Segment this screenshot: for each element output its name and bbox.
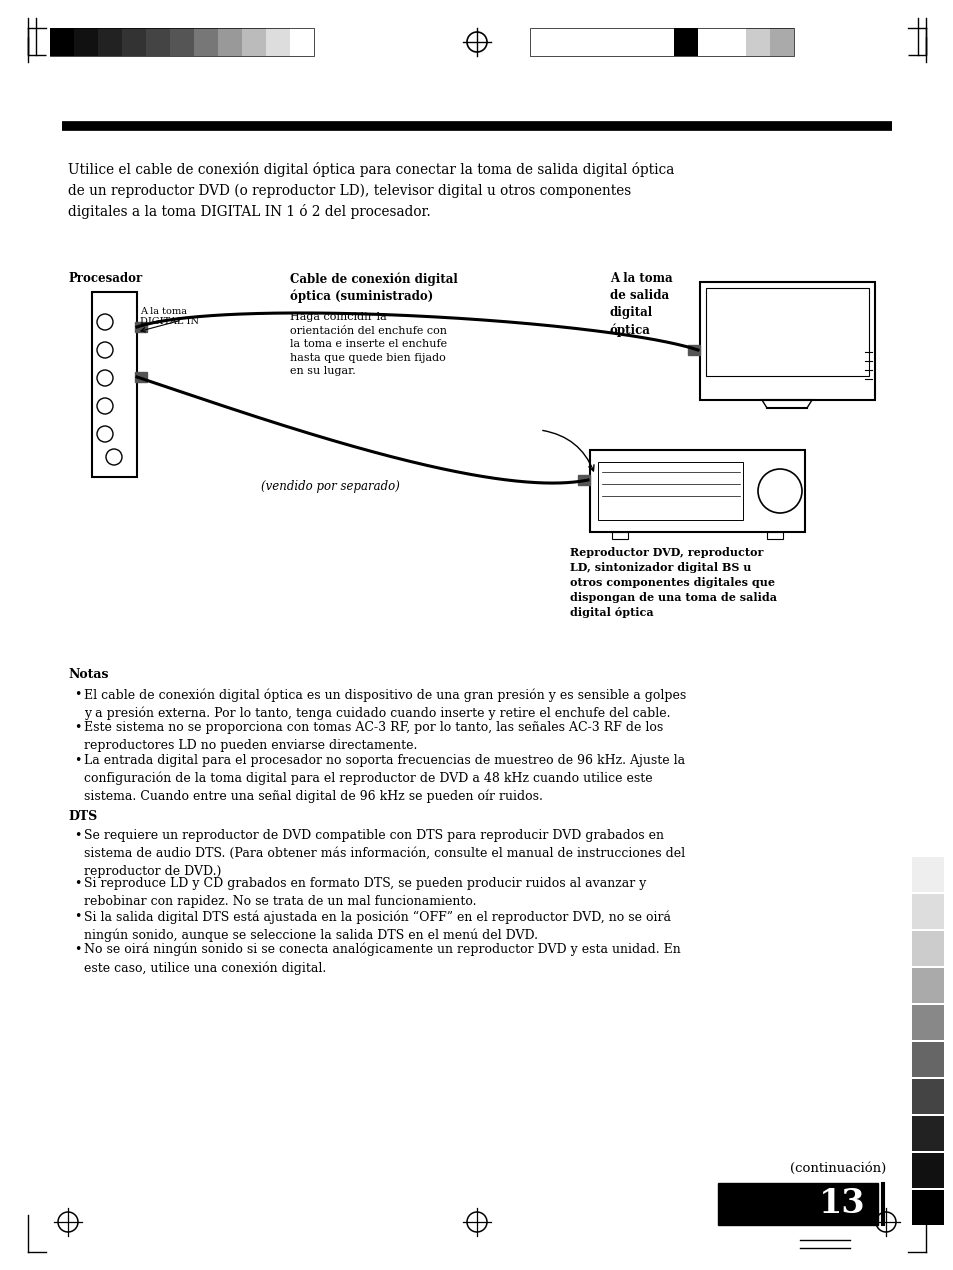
Bar [135, 372, 147, 382]
Text: Este sistema no se proporciona con tomas AC-3 RF, por lo tanto, las señales AC-3: Este sistema no se proporciona con tomas… [84, 721, 662, 752]
Bar [649, 28, 673, 56]
Bar [530, 28, 554, 56]
Bar [218, 28, 242, 56]
Bar [705, 288, 868, 376]
Bar [601, 28, 625, 56]
Bar [911, 857, 943, 892]
Text: Cable de conexión digital
óptica (suministrado): Cable de conexión digital óptica (sumini… [290, 272, 457, 304]
Text: •: • [74, 878, 81, 890]
Bar [721, 28, 745, 56]
Bar [578, 28, 601, 56]
Text: •: • [74, 688, 81, 701]
Bar [911, 1116, 943, 1151]
Bar [122, 28, 146, 56]
Bar [911, 931, 943, 966]
Bar [98, 28, 122, 56]
Bar [598, 462, 742, 519]
Text: •: • [74, 944, 81, 956]
Bar [911, 1005, 943, 1040]
Bar [193, 28, 218, 56]
Text: 13: 13 [819, 1187, 865, 1220]
Bar [911, 968, 943, 1003]
Text: (vendido por separado): (vendido por separado) [260, 480, 399, 493]
Text: El cable de conexión digital óptica es un dispositivo de una gran presión y es s: El cable de conexión digital óptica es u… [84, 688, 685, 720]
Bar [266, 28, 290, 56]
Text: Se requiere un reproductor de DVD compatible con DTS para reproducir DVD grabado: Se requiere un reproductor de DVD compat… [84, 829, 684, 878]
Bar [673, 28, 698, 56]
Bar [911, 1080, 943, 1114]
Text: •: • [74, 911, 81, 923]
Bar [612, 532, 627, 538]
Bar [625, 28, 649, 56]
Bar [911, 1190, 943, 1226]
Bar [911, 1153, 943, 1187]
Text: A la toma
de salida
digital
óptica: A la toma de salida digital óptica [609, 272, 672, 337]
Text: Haga coincidir la
orientación del enchufe con
la toma e inserte el enchufe
hasta: Haga coincidir la orientación del enchuf… [290, 312, 447, 376]
Bar [50, 28, 314, 56]
Text: •: • [74, 829, 81, 842]
Bar [146, 28, 170, 56]
Bar [766, 532, 782, 538]
Bar [769, 28, 793, 56]
Text: (continuación): (continuación) [789, 1162, 885, 1175]
Bar [50, 28, 74, 56]
Text: Reproductor DVD, reproductor
LD, sintonizador digital BS u
otros componentes dig: Reproductor DVD, reproductor LD, sintoni… [569, 547, 776, 618]
Bar [135, 323, 147, 331]
Text: DTS: DTS [68, 809, 97, 823]
Text: Procesador: Procesador [68, 272, 142, 284]
Bar [170, 28, 193, 56]
Bar [700, 282, 874, 400]
Bar [589, 450, 804, 532]
Bar [74, 28, 98, 56]
Text: Utilice el cable de conexión digital óptica para conectar la toma de salida digi: Utilice el cable de conexión digital ópt… [68, 163, 674, 220]
Bar [745, 28, 769, 56]
Bar [554, 28, 578, 56]
Text: No se oirá ningún sonido si se conecta analógicamente un reproductor DVD y esta : No se oirá ningún sonido si se conecta a… [84, 944, 680, 975]
Text: La entrada digital para el procesador no soporta frecuencias de muestreo de 96 k: La entrada digital para el procesador no… [84, 754, 684, 804]
Bar [91, 292, 137, 478]
Bar [242, 28, 266, 56]
Text: •: • [74, 754, 81, 767]
Bar [911, 894, 943, 928]
Bar [530, 28, 793, 56]
Bar [578, 475, 589, 485]
Bar [718, 1182, 877, 1226]
Bar [698, 28, 721, 56]
Text: Si reproduce LD y CD grabados en formato DTS, se pueden producir ruidos al avanz: Si reproduce LD y CD grabados en formato… [84, 878, 646, 908]
Text: •: • [74, 721, 81, 734]
Bar [911, 1041, 943, 1077]
Bar [290, 28, 314, 56]
Text: A la toma
DIGITAL IN: A la toma DIGITAL IN [140, 307, 199, 326]
Bar [687, 345, 700, 356]
Text: Notas: Notas [68, 668, 109, 681]
Text: Si la salida digital DTS está ajustada en la posición “OFF” en el reproductor DV: Si la salida digital DTS está ajustada e… [84, 911, 670, 942]
Bar [911, 820, 943, 855]
